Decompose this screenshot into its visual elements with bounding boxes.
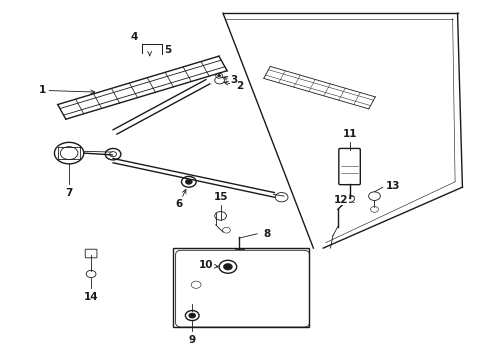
- Circle shape: [216, 73, 222, 78]
- Text: 11: 11: [343, 129, 357, 139]
- Circle shape: [185, 179, 192, 184]
- Text: 6: 6: [175, 189, 186, 210]
- Text: 4: 4: [130, 32, 138, 42]
- Text: 5: 5: [164, 45, 171, 55]
- Text: 10: 10: [198, 260, 218, 270]
- Text: 2: 2: [224, 81, 244, 91]
- Text: 15: 15: [213, 192, 228, 202]
- Circle shape: [223, 264, 232, 270]
- Text: 1: 1: [39, 85, 95, 95]
- Circle shape: [218, 75, 220, 77]
- Text: 12: 12: [334, 195, 348, 205]
- Text: 14: 14: [84, 292, 98, 302]
- Text: 9: 9: [189, 335, 196, 345]
- Text: 13: 13: [386, 181, 400, 192]
- Text: 3: 3: [223, 75, 238, 85]
- Text: 8: 8: [263, 229, 270, 239]
- Circle shape: [189, 313, 196, 318]
- Text: 7: 7: [65, 188, 73, 198]
